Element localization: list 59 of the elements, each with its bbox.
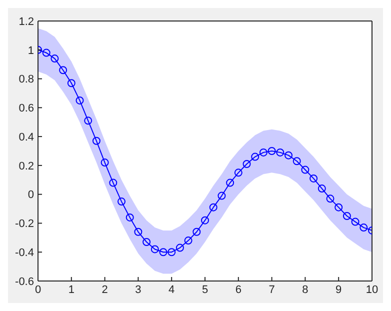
point: [76, 96, 84, 104]
point: [226, 178, 234, 187]
point: [92, 136, 100, 145]
point: [134, 228, 142, 236]
y-tick-label: 0.4: [18, 131, 34, 144]
point: [159, 248, 168, 256]
point: [360, 224, 368, 232]
x-tick-label: 8: [302, 284, 308, 296]
y-tick-label: 0.8: [18, 74, 34, 86]
x-tick-label: 1: [68, 284, 74, 296]
point: [334, 203, 343, 212]
point: [301, 166, 310, 174]
point: [42, 48, 50, 57]
point: [109, 178, 118, 187]
point: [218, 192, 226, 200]
point: [284, 151, 292, 160]
point: [59, 66, 68, 74]
x-tick-label: 5: [202, 284, 208, 296]
point: [310, 174, 318, 182]
point: [126, 213, 134, 222]
y-tick-label: 0.2: [18, 160, 34, 172]
x-tick-label: 4: [168, 284, 175, 296]
point: [184, 236, 192, 245]
point: [84, 116, 92, 125]
x-tick-label: 10: [366, 284, 378, 296]
x-tick-label: 2: [102, 284, 108, 296]
point: [251, 152, 260, 161]
y-tick-label: 0.6: [18, 102, 34, 115]
point: [142, 238, 151, 246]
y-tick-label: 1: [28, 44, 34, 57]
point: [259, 148, 268, 156]
y-tick-label: -0.2: [15, 218, 34, 230]
point: [168, 248, 176, 256]
point: [276, 148, 284, 156]
point: [150, 245, 159, 254]
point: [67, 79, 76, 88]
point: [326, 194, 334, 203]
point: [192, 228, 201, 236]
point: [242, 160, 251, 168]
y-tick-label: -0.6: [15, 276, 34, 288]
point: [118, 198, 126, 206]
point: [100, 158, 109, 167]
x-tick-label: 9: [336, 284, 342, 296]
point: [176, 244, 184, 252]
point: [201, 216, 209, 224]
y-tick-label: 0: [28, 189, 34, 202]
point: [292, 157, 301, 166]
point: [351, 218, 360, 226]
x-tick-label: 7: [268, 284, 275, 296]
y-tick-label: -0.4: [15, 247, 34, 260]
point: [209, 203, 218, 212]
point: [318, 184, 326, 193]
x-tick-label: 3: [135, 284, 142, 296]
y-tick-label: 1.2: [18, 16, 34, 28]
x-tick-label: 6: [235, 284, 242, 296]
point: [342, 212, 351, 220]
point: [234, 168, 242, 177]
point: [50, 54, 59, 63]
point: [268, 147, 276, 155]
